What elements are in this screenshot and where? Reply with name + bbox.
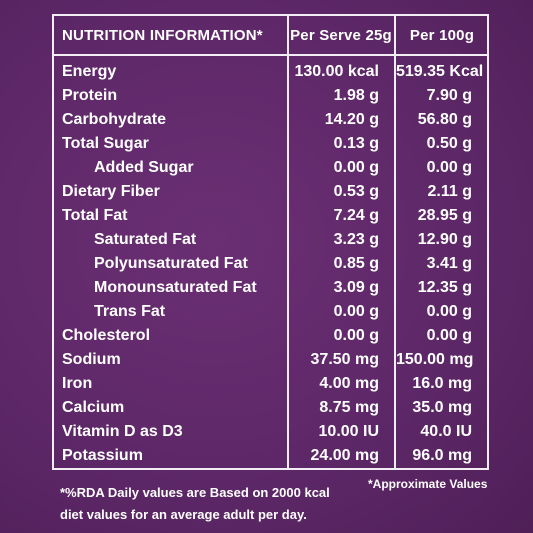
nutrition-table: NUTRITION INFORMATION* Per Serve 25g Per… [52, 14, 489, 470]
per-100g-value: 0.50 g [426, 135, 472, 152]
column-divider [287, 16, 289, 468]
per-serve-value: 3.23 g [333, 231, 379, 248]
table-row: Total Sugar 0.13 g 0.50 g [54, 132, 487, 156]
per-serve-value: 0.00 g [333, 159, 379, 176]
nutrient-name: Trans Fat [94, 303, 166, 320]
nutrient-name: Dietary Fiber [62, 183, 160, 200]
per-serve-value: 1.98 g [333, 87, 379, 104]
header-per-serve: Per Serve 25g [290, 26, 392, 44]
per-serve-value: 24.00 mg [310, 447, 379, 464]
per-100g-value: 56.80 g [417, 111, 472, 128]
table-row: Iron 4.00 mg 16.0 mg [54, 372, 487, 396]
per-serve-value: 14.20 g [324, 111, 379, 128]
per-100g-value: 519.35 Kcal [396, 63, 484, 80]
table-row: Added Sugar 0.00 g 0.00 g [54, 156, 487, 180]
table-row: Protein 1.98 g 7.90 g [54, 84, 487, 108]
per-serve-value: 4.00 mg [319, 375, 379, 392]
nutrient-name: Cholesterol [62, 327, 151, 344]
rda-footnote: *%RDA Daily values are Based on 2000 kca… [60, 482, 330, 526]
table-row: Polyunsaturated Fat 0.85 g 3.41 g [54, 252, 487, 276]
per-serve-value: 0.13 g [333, 135, 379, 152]
nutrient-name: Added Sugar [94, 159, 194, 176]
nutrient-rows: Energy 130.00 kcal 519.35 Kcal Protein 1.98 … [54, 60, 487, 468]
table-row: Monounsaturated Fat 3.09 g 12.35 g [54, 276, 487, 300]
nutrient-name: Vitamin D as D3 [62, 423, 183, 440]
nutrient-name: Total Sugar [62, 135, 149, 152]
per-100g-value: 12.35 g [417, 279, 472, 296]
nutrient-name: Total Fat [62, 207, 128, 224]
per-100g-value: 0.00 g [426, 159, 472, 176]
table-row: Vitamin D as D3 10.00 IU 40.0 IU [54, 420, 487, 444]
per-serve-value: 8.75 mg [319, 399, 379, 416]
header-nutrient: NUTRITION INFORMATION* [62, 26, 263, 44]
table-row: Carbohydrate 14.20 g 56.80 g [54, 108, 487, 132]
per-100g-value: 16.0 mg [412, 375, 472, 392]
approximate-values-note: *Approximate Values [368, 477, 488, 491]
footnote-line-2: diet values for an average adult per day… [60, 507, 307, 522]
per-serve-value: 0.85 g [333, 255, 379, 272]
per-100g-value: 0.00 g [426, 303, 472, 320]
per-100g-value: 7.90 g [426, 87, 472, 104]
per-100g-value: 28.95 g [417, 207, 472, 224]
table-row: Calcium 8.75 mg 35.0 mg [54, 396, 487, 420]
per-serve-value: 0.00 g [333, 327, 379, 344]
per-100g-value: 150.00 mg [396, 351, 474, 368]
per-serve-value: 0.53 g [333, 183, 379, 200]
table-row: Cholesterol 0.00 g 0.00 g [54, 324, 487, 348]
nutrient-name: Calcium [62, 399, 125, 416]
per-100g-value: 3.41 g [426, 255, 472, 272]
per-100g-value: 40.0 IU [420, 423, 472, 440]
table-row: Dietary Fiber 0.53 g 2.11 g [54, 180, 487, 204]
per-serve-value: 130.00 kcal [294, 63, 379, 80]
table-row: Trans Fat 0.00 g 0.00 g [54, 300, 487, 324]
nutrient-name: Iron [62, 375, 93, 392]
header-divider [54, 54, 487, 56]
per-100g-value: 0.00 g [426, 327, 472, 344]
table-row: Sodium 37.50 mg 150.00 mg [54, 348, 487, 372]
nutrient-name: Monounsaturated Fat [94, 279, 257, 296]
nutrient-name: Energy [62, 63, 117, 80]
column-divider [394, 16, 396, 468]
table-row: Saturated Fat 3.23 g 12.90 g [54, 228, 487, 252]
per-serve-value: 37.50 mg [310, 351, 379, 368]
per-100g-value: 35.0 mg [412, 399, 472, 416]
nutrient-name: Saturated Fat [94, 231, 197, 248]
nutrient-name: Carbohydrate [62, 111, 167, 128]
table-row: Potassium 24.00 mg 96.0 mg [54, 444, 487, 468]
per-serve-value: 0.00 g [333, 303, 379, 320]
table-row: Energy 130.00 kcal 519.35 Kcal [54, 60, 487, 84]
nutrient-name: Protein [62, 87, 118, 104]
nutrient-name: Potassium [62, 447, 143, 464]
per-100g-value: 12.90 g [417, 231, 472, 248]
per-serve-value: 7.24 g [333, 207, 379, 224]
nutrient-name: Sodium [62, 351, 121, 368]
header-per-100g: Per 100g [409, 26, 475, 44]
per-100g-value: 2.11 g [427, 183, 472, 200]
per-serve-value: 10.00 IU [318, 423, 379, 440]
footnote-line-1: *%RDA Daily values are Based on 2000 kca… [60, 485, 330, 500]
per-serve-value: 3.09 g [333, 279, 379, 296]
table-row: Total Fat 7.24 g 28.95 g [54, 204, 487, 228]
nutrient-name: Polyunsaturated Fat [94, 255, 248, 272]
per-100g-value: 96.0 mg [412, 447, 472, 464]
